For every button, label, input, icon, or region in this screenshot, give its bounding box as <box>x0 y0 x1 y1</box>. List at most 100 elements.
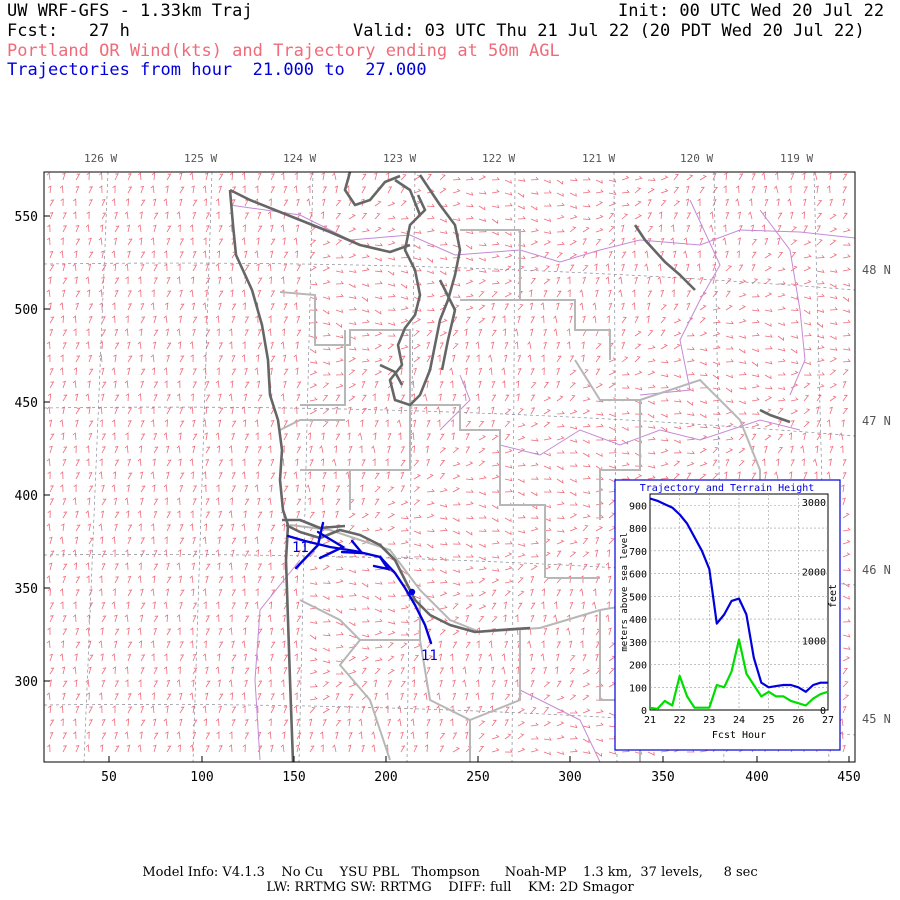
lat-label-46n: 46 N <box>862 563 891 577</box>
strait-south-shore <box>229 188 411 254</box>
inset-series <box>649 497 829 711</box>
parallel-45n <box>44 704 855 736</box>
outer-coast <box>228 189 295 762</box>
x-tick-200: 200 <box>374 770 397 785</box>
inset-x-tick: 27 <box>822 715 834 726</box>
lon-label-119w: 119 W <box>780 152 813 165</box>
trajectory-arrow-4 <box>372 555 391 571</box>
model-title: UW WRF-GFS - 1.33km Traj <box>7 1 253 21</box>
inset-left-tick: 800 <box>629 524 647 535</box>
inset-right-ticks: 3000 2000 1000 0 <box>802 498 826 717</box>
lon-label-124w: 124 W <box>283 152 316 165</box>
lon-label-125w: 125 W <box>184 152 217 165</box>
inset-chart: Trajectory and Terrain Height 900 800 700 6… <box>614 479 841 751</box>
inset-x-tick: 24 <box>733 715 745 726</box>
terrain-height-line <box>649 638 829 711</box>
map-frame-ticks <box>44 215 850 762</box>
x-tick-50: 50 <box>101 770 117 785</box>
lat-labels: 48 N 47 N 46 N 45 N <box>862 263 891 726</box>
columbia-river <box>285 523 531 634</box>
inset-left-tick: 200 <box>629 661 647 672</box>
init-time: Init: 00 UTC Wed 20 Jul 22 <box>618 1 885 21</box>
meridian-125w <box>192 172 213 762</box>
inset-y-label-left: meters above sea level <box>620 532 630 651</box>
inset-grid <box>650 494 828 710</box>
trajectory-height-line <box>649 497 828 693</box>
trajectory-arrow-3 <box>340 539 365 555</box>
lake-chelan <box>633 224 696 291</box>
y-axis-ticks: 550 500 450 400 350 300 <box>15 210 38 690</box>
valid-time: Valid: 03 UTC Thu 21 Jul 22 (20 PDT Wed … <box>353 21 865 41</box>
y-tick-450: 450 <box>15 396 38 411</box>
wind-barb-field <box>46 172 851 757</box>
columbia-estuary <box>282 518 346 530</box>
y-tick-550: 550 <box>15 210 38 225</box>
inset-left-tick: 300 <box>629 638 647 649</box>
model-info-line-1: Model Info: V4.1.3 No Cu YSU PBL Thompso… <box>142 865 758 880</box>
inset-x-tick: 23 <box>703 715 715 726</box>
inset-left-tick: 900 <box>629 501 647 512</box>
meridian-120w <box>713 172 725 762</box>
forecast-hour: Fcst: 27 h <box>7 21 130 41</box>
x-tick-300: 300 <box>558 770 581 785</box>
x-tick-150: 150 <box>282 770 305 785</box>
meridian-119w <box>813 172 830 762</box>
inset-left-tick: 600 <box>629 570 647 581</box>
x-tick-250: 250 <box>466 770 489 785</box>
inset-right-tick: 1000 <box>802 637 826 648</box>
plot-subtitle: Portland OR Wind(kts) and Trajectory end… <box>7 41 560 61</box>
inset-right-tick: 0 <box>820 706 826 717</box>
lon-label-122w: 122 W <box>482 152 515 165</box>
inset-left-tick: 100 <box>629 683 647 694</box>
meridian-121w <box>613 172 618 762</box>
inset-x-ticks: 21 22 23 24 25 26 27 <box>644 715 834 726</box>
lat-lon-grid <box>44 172 855 762</box>
wind-barbs <box>46 172 851 757</box>
y-tick-400: 400 <box>15 489 38 504</box>
x-tick-400: 400 <box>745 770 768 785</box>
x-tick-100: 100 <box>190 770 213 785</box>
lon-label-120w: 120 W <box>680 152 713 165</box>
parallel-48n <box>44 262 855 291</box>
parallel-47n <box>44 406 855 437</box>
inset-left-tick: 400 <box>629 615 647 626</box>
y-tick-300: 300 <box>15 675 38 690</box>
trajectory-marker <box>408 588 416 596</box>
lat-label-45n: 45 N <box>862 712 891 726</box>
puget-sound <box>388 174 462 407</box>
y-tick-350: 350 <box>15 582 38 597</box>
meridian-124w <box>298 172 314 762</box>
inset-right-tick: 2000 <box>802 567 826 578</box>
inset-left-tick: 700 <box>629 547 647 558</box>
map-frame <box>43 171 856 763</box>
parallel-46n <box>44 554 855 586</box>
inset-x-tick: 22 <box>674 715 686 726</box>
inset-left-tick: 0 <box>641 706 647 717</box>
x-tick-450: 450 <box>837 770 860 785</box>
model-info-line-2: LW: RRTMG SW: RRTMG DIFF: full KM: 2D Sm… <box>266 880 634 895</box>
lon-label-121w: 121 W <box>582 152 615 165</box>
x-axis-ticks: 50 100 150 200 250 300 350 400 450 <box>101 770 861 785</box>
x-tick-350: 350 <box>651 770 674 785</box>
coastline <box>228 172 791 762</box>
inset-title: Trajectory and Terrain Height <box>640 483 815 494</box>
inset-left-ticks: 900 800 700 600 500 400 300 200 100 0 <box>629 501 647 717</box>
inset-right-tick: 3000 <box>802 498 826 509</box>
inset-x-tick: 21 <box>644 715 656 726</box>
trajectory-range: Trajectories from hour 21.000 to 27.000 <box>7 60 427 80</box>
y-tick-500: 500 <box>15 303 38 318</box>
inset-y-label-right: feet <box>828 584 839 608</box>
meridian-122w <box>511 172 516 762</box>
traj-start-label: 11 <box>292 540 309 556</box>
inset-left-tick: 500 <box>629 592 647 603</box>
lat-label-48n: 48 N <box>862 263 891 277</box>
inset-x-tick: 26 <box>792 715 804 726</box>
lon-label-126w: 126 W <box>84 152 117 165</box>
inset-x-label: Fcst Hour <box>712 730 766 741</box>
meridian-126w <box>83 172 109 762</box>
traj-end-label: 11 <box>421 648 438 664</box>
lat-label-47n: 47 N <box>862 414 891 428</box>
trajectory-arrow-1 <box>294 521 325 570</box>
inset-x-tick: 25 <box>763 715 775 726</box>
